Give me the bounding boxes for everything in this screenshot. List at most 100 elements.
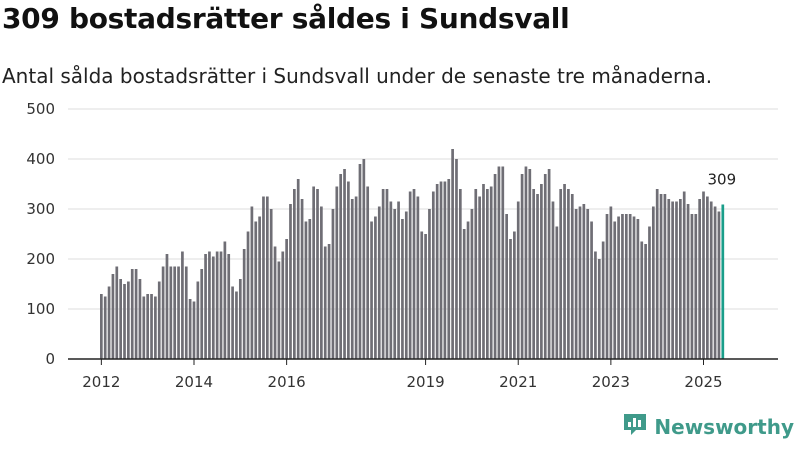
bar bbox=[632, 216, 636, 359]
bar bbox=[107, 286, 111, 359]
bar bbox=[694, 214, 698, 359]
bar bbox=[397, 201, 400, 359]
bar bbox=[192, 301, 196, 359]
bar bbox=[679, 199, 682, 359]
bar bbox=[115, 266, 119, 359]
bar bbox=[540, 184, 543, 359]
bar bbox=[667, 199, 671, 359]
bar bbox=[717, 211, 721, 359]
bar bbox=[181, 251, 184, 359]
bar bbox=[590, 221, 593, 359]
x-tick-label: 2012 bbox=[82, 373, 120, 391]
bar bbox=[242, 249, 246, 359]
bar bbox=[281, 251, 285, 359]
bar bbox=[474, 189, 478, 359]
bar bbox=[316, 189, 319, 359]
brand-name: Newsworthy bbox=[654, 414, 794, 439]
bar bbox=[370, 221, 373, 359]
bar bbox=[127, 281, 130, 359]
bar bbox=[289, 204, 292, 359]
bar bbox=[675, 201, 678, 359]
bar bbox=[142, 296, 146, 359]
x-tick-label: 2019 bbox=[406, 373, 444, 391]
y-tick-label: 400 bbox=[26, 150, 55, 168]
bar bbox=[624, 214, 628, 359]
bar bbox=[462, 229, 466, 359]
bar bbox=[690, 214, 694, 359]
bar bbox=[165, 254, 169, 359]
bar bbox=[308, 219, 312, 359]
x-tick-label: 2014 bbox=[175, 373, 213, 391]
bar bbox=[501, 166, 505, 359]
bar bbox=[702, 191, 705, 359]
bar bbox=[296, 179, 300, 359]
bar bbox=[559, 189, 563, 359]
bar bbox=[401, 219, 404, 359]
bar bbox=[435, 184, 439, 359]
bar bbox=[613, 221, 617, 359]
bar bbox=[385, 189, 389, 359]
bar bbox=[103, 296, 107, 359]
bar bbox=[366, 186, 370, 359]
page-title: 309 bostadsrätter såldes i Sundsvall bbox=[2, 2, 570, 35]
bar bbox=[509, 239, 512, 359]
bar bbox=[574, 209, 578, 359]
bar bbox=[505, 214, 508, 359]
bar bbox=[277, 261, 281, 359]
bar bbox=[439, 181, 443, 359]
bar bbox=[528, 169, 532, 359]
bar bbox=[609, 206, 613, 359]
bar bbox=[200, 269, 204, 359]
bar bbox=[706, 196, 709, 359]
bar bbox=[543, 174, 547, 359]
y-tick-label: 300 bbox=[26, 200, 55, 218]
bar bbox=[238, 279, 242, 359]
bar bbox=[497, 166, 501, 359]
bar bbox=[343, 169, 346, 359]
bar bbox=[524, 166, 528, 359]
bar bbox=[651, 206, 655, 359]
bar bbox=[455, 159, 458, 359]
bar bbox=[555, 226, 559, 359]
bar bbox=[621, 214, 624, 359]
bar bbox=[478, 196, 481, 359]
bar bbox=[362, 159, 366, 359]
bar bbox=[513, 231, 516, 359]
bar bbox=[119, 279, 122, 359]
bar bbox=[640, 241, 644, 359]
bar bbox=[393, 209, 397, 359]
bar bbox=[184, 266, 188, 359]
last-value-label: 309 bbox=[707, 171, 736, 189]
bar bbox=[636, 219, 640, 359]
bar bbox=[219, 251, 223, 359]
bar bbox=[682, 191, 686, 359]
bar bbox=[169, 266, 173, 359]
bar bbox=[567, 189, 570, 359]
bar bbox=[431, 191, 435, 359]
bar bbox=[617, 216, 620, 359]
bar bbox=[420, 231, 424, 359]
bar bbox=[350, 199, 354, 359]
bar bbox=[262, 196, 265, 359]
bar bbox=[304, 221, 308, 359]
bar bbox=[489, 186, 493, 359]
bar bbox=[551, 201, 555, 359]
bar bbox=[223, 241, 227, 359]
bar bbox=[312, 186, 315, 359]
bar bbox=[709, 201, 713, 359]
bar bbox=[273, 246, 277, 359]
bar bbox=[320, 206, 323, 359]
bar bbox=[578, 206, 582, 359]
bar bbox=[215, 251, 219, 359]
bar bbox=[138, 279, 142, 359]
bar bbox=[293, 189, 296, 359]
bar bbox=[154, 296, 157, 359]
bar bbox=[594, 251, 597, 359]
bar bbox=[451, 149, 454, 359]
bar bbox=[374, 216, 377, 359]
bar bbox=[146, 294, 150, 359]
bar bbox=[663, 194, 667, 359]
bars bbox=[100, 149, 725, 359]
x-tick-label: 2023 bbox=[592, 373, 630, 391]
